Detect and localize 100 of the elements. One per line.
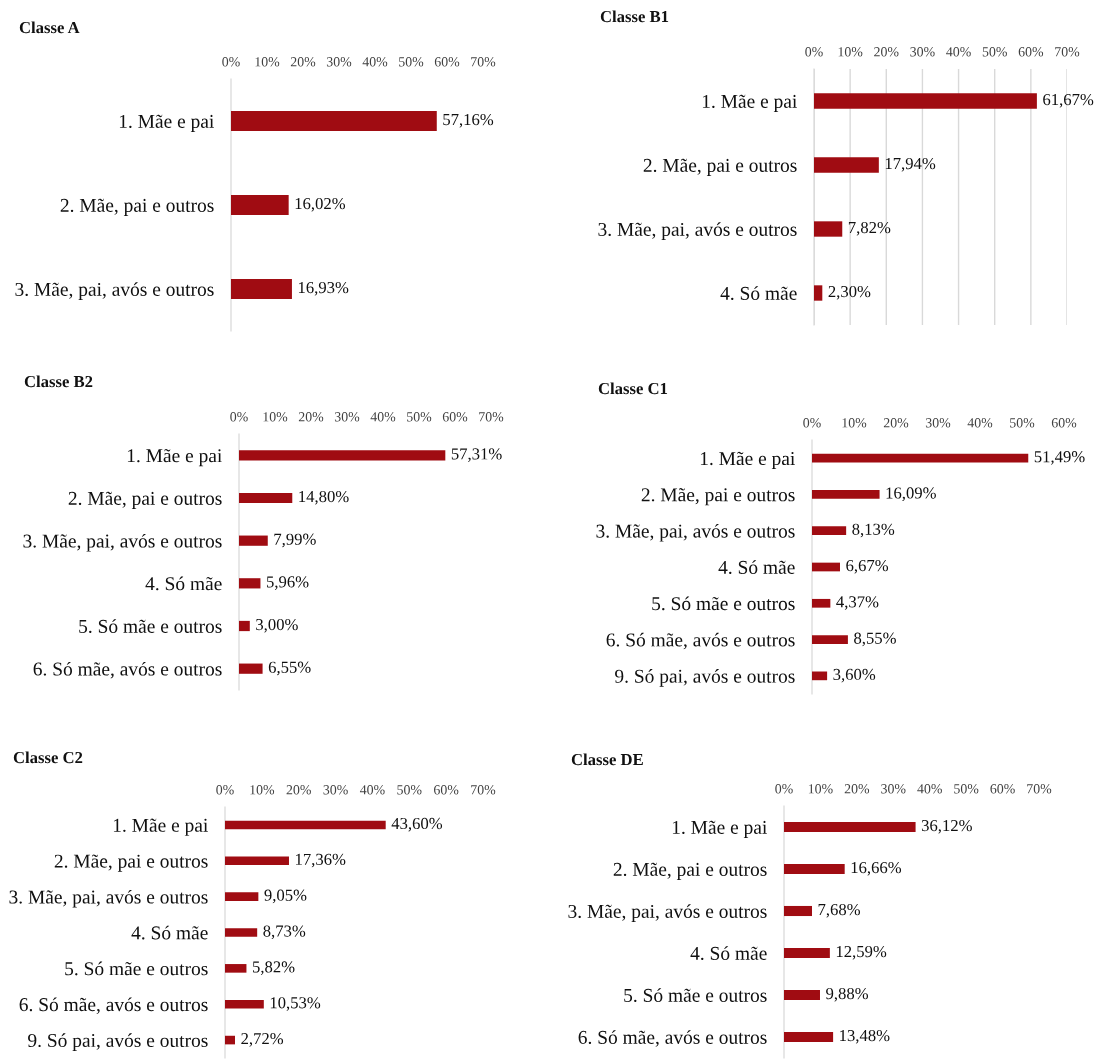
bar bbox=[239, 492, 293, 504]
y-tick-label: 4. Só mãe bbox=[145, 576, 222, 591]
x-tick-label: 0% bbox=[775, 784, 793, 794]
y-tick-label: 4. Só mãe bbox=[720, 286, 797, 301]
x-tick-label: 10% bbox=[808, 784, 833, 794]
text: Classe C2 bbox=[13, 751, 83, 764]
text: Classe A bbox=[19, 21, 80, 34]
bar bbox=[231, 110, 437, 132]
x-tick-label: 40% bbox=[946, 47, 971, 57]
bar bbox=[812, 671, 828, 681]
x-tick-label: 30% bbox=[881, 784, 906, 794]
data-label: 16,09% bbox=[886, 487, 936, 501]
data-label: 8,55% bbox=[854, 632, 896, 647]
data-label: 3,00% bbox=[256, 618, 298, 633]
data-label: 16,66% bbox=[851, 861, 902, 876]
data-label: 36,12% bbox=[921, 819, 972, 834]
y-tick-label: 1. Mãe e pai bbox=[700, 451, 795, 470]
x-tick-label: 40% bbox=[370, 412, 396, 422]
data-label: 51,49% bbox=[1034, 451, 1085, 465]
bar bbox=[814, 157, 879, 173]
text: Classe DE bbox=[571, 753, 643, 766]
y-tick-label: 2. Mãe, pai e outros bbox=[641, 488, 795, 506]
bar bbox=[814, 221, 843, 237]
y-tick-label: 3. Mãe, pai, avós e outros bbox=[596, 523, 795, 542]
data-label: 43,60% bbox=[391, 817, 443, 832]
x-tick-label: 20% bbox=[874, 47, 899, 57]
x-tick-label: 70% bbox=[471, 785, 496, 795]
x-tick-label: 20% bbox=[286, 785, 311, 795]
bar bbox=[239, 535, 268, 546]
bar bbox=[225, 820, 386, 830]
data-label: 4,37% bbox=[836, 596, 879, 610]
bar bbox=[812, 453, 1029, 463]
y-tick-label: 2. Mãe, pai e outros bbox=[60, 198, 214, 216]
data-label: 61,67% bbox=[1043, 93, 1094, 108]
data-label: 14,80% bbox=[299, 490, 349, 505]
x-tick-label: 60% bbox=[434, 57, 460, 67]
y-tick-label: 4. Só mãe bbox=[131, 925, 208, 940]
y-tick-label: 6. Só mãe, avós e outros bbox=[578, 1030, 767, 1047]
y-tick-label: 3. Mãe, pai, avós e outros bbox=[15, 282, 214, 300]
y-tick-label: 2. Mãe, pai e outros bbox=[613, 862, 767, 880]
y-tick-label: 6. Só mãe, avós e outros bbox=[19, 997, 208, 1014]
y-tick-label: 5. Só mãe e outros bbox=[652, 596, 795, 611]
bar bbox=[784, 905, 812, 917]
x-tick-label: 50% bbox=[954, 784, 979, 794]
data-label: 9,88% bbox=[826, 987, 869, 1002]
data-label: 6,55% bbox=[268, 661, 311, 676]
y-tick-label: 5. Só mãe e outros bbox=[65, 961, 208, 976]
bar bbox=[225, 892, 259, 901]
x-tick-label: 10% bbox=[838, 47, 863, 57]
y-tick-label: 4. Só mãe bbox=[718, 560, 795, 575]
x-tick-label: 50% bbox=[397, 785, 422, 795]
bar bbox=[784, 947, 830, 959]
data-label: 5,96% bbox=[266, 576, 309, 590]
bar bbox=[239, 578, 261, 589]
x-tick-label: 10% bbox=[250, 785, 275, 795]
bar bbox=[812, 598, 831, 608]
data-label: 57,16% bbox=[443, 113, 494, 128]
y-tick-label: 1. Mãe e pai bbox=[127, 448, 222, 467]
data-label: 17,36% bbox=[296, 853, 346, 868]
data-label: 13,48% bbox=[840, 1029, 890, 1044]
y-tick-label: 3. Mãe, pai, avós e outros bbox=[598, 222, 797, 240]
x-tick-label: 20% bbox=[298, 412, 324, 422]
bar bbox=[239, 450, 446, 461]
y-tick-label: 6. Só mãe, avós e outros bbox=[33, 661, 222, 679]
x-tick-label: 50% bbox=[1010, 418, 1035, 428]
data-label: 2,30% bbox=[828, 285, 871, 300]
x-tick-label: 70% bbox=[1055, 47, 1080, 57]
x-tick-label: 40% bbox=[967, 418, 993, 428]
data-label: 57,31% bbox=[451, 448, 502, 462]
bar bbox=[814, 93, 1037, 109]
y-tick-label: 2. Mãe, pai e outros bbox=[54, 854, 208, 872]
y-tick-label: 4. Só mãe bbox=[690, 946, 767, 961]
data-label: 5,82% bbox=[252, 961, 295, 975]
y-tick-label: 3. Mãe, pai, avós e outros bbox=[568, 904, 767, 922]
y-tick-label: 2. Mãe, pai e outros bbox=[643, 158, 797, 176]
x-tick-label: 30% bbox=[910, 47, 935, 57]
bar bbox=[225, 1035, 236, 1045]
data-label: 7,82% bbox=[848, 221, 891, 236]
text: Classe B1 bbox=[600, 10, 669, 23]
bar bbox=[812, 526, 847, 536]
x-tick-label: 70% bbox=[479, 412, 504, 422]
y-tick-label: 9. Só pai, avós e outros bbox=[28, 1033, 208, 1051]
bar bbox=[225, 928, 258, 937]
bar bbox=[784, 863, 845, 875]
data-label: 10,53% bbox=[270, 997, 321, 1011]
x-tick-label: 60% bbox=[1051, 418, 1077, 428]
y-tick-label: 5. Só mãe e outros bbox=[79, 619, 222, 634]
data-label: 8,13% bbox=[852, 523, 895, 538]
x-tick-label: 30% bbox=[326, 57, 352, 67]
text: Classe C1 bbox=[598, 382, 668, 395]
x-tick-label: 60% bbox=[990, 784, 1015, 794]
x-tick-label: 0% bbox=[805, 47, 823, 57]
x-tick-label: 10% bbox=[255, 57, 280, 67]
x-tick-label: 0% bbox=[216, 785, 234, 795]
y-tick-label: 6. Só mãe, avós e outros bbox=[606, 632, 795, 650]
x-tick-label: 50% bbox=[982, 47, 1007, 57]
data-label: 17,94% bbox=[885, 157, 936, 172]
data-label: 7,68% bbox=[818, 903, 861, 918]
data-label: 16,93% bbox=[298, 281, 349, 296]
y-tick-label: 3. Mãe, pai, avós e outros bbox=[9, 889, 208, 908]
